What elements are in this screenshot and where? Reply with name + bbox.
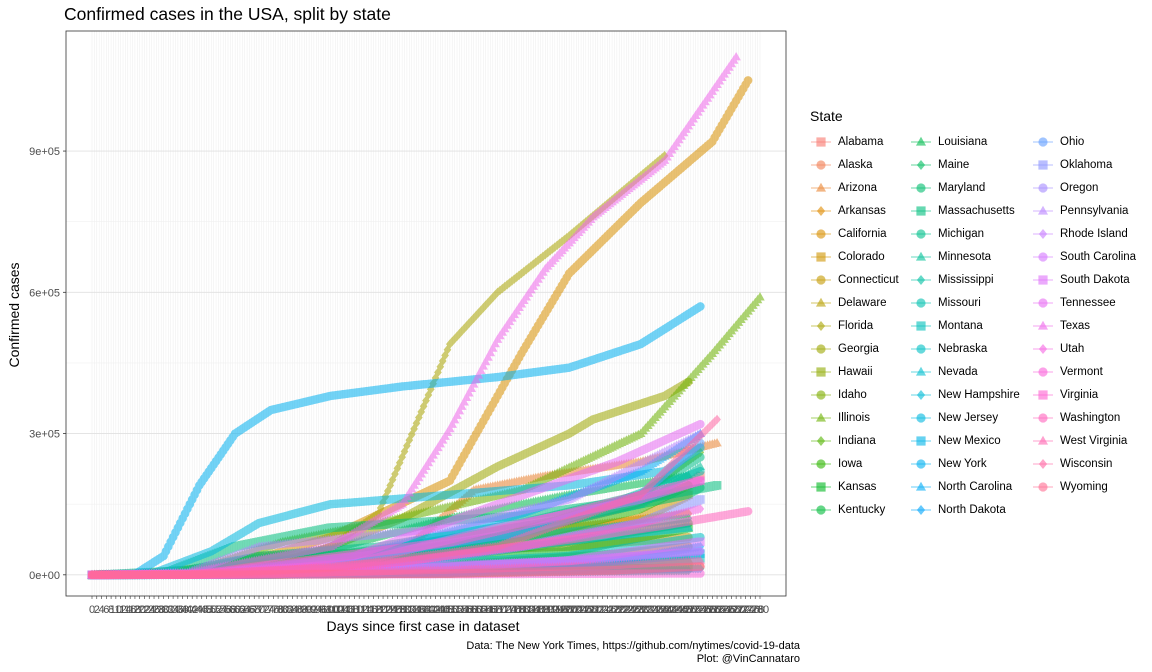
data-point [376,503,385,513]
data-point [548,244,557,254]
data-point [414,412,423,423]
data-point [541,249,550,260]
data-point [500,281,509,292]
data-point [479,303,488,313]
data-point [505,278,514,288]
data-point [403,441,411,451]
data-point [543,248,552,258]
data-point [572,225,581,235]
data-point [560,234,569,245]
data-point [529,259,538,269]
data-point [474,308,483,318]
data-point [443,345,452,355]
data-points [87,51,765,580]
data-point [407,429,416,440]
data-point [696,471,705,481]
data-point [539,251,547,262]
data-point [536,253,545,264]
data-point [755,292,765,301]
data-point [712,438,722,447]
data-point [503,280,511,290]
chart-title: Confirmed cases in the USA, split by sta… [64,4,391,24]
data-point [453,331,461,342]
data-point [531,257,540,267]
data-point [743,76,753,85]
data-point [462,321,471,331]
data-point [391,469,399,479]
data-point [426,384,435,395]
data-point [510,274,519,284]
data-point [491,290,500,300]
data-point [488,292,497,303]
data-point [405,435,414,445]
data-point [508,276,516,286]
data-point [395,458,404,468]
data-point [465,318,473,329]
data-point [550,242,559,252]
data-point [546,246,554,256]
data-point [393,463,402,474]
data-point [434,367,442,378]
data-point [419,401,428,411]
data-point [441,350,449,361]
data-point [496,285,504,296]
data-point [383,486,392,496]
data-point [460,323,469,334]
data-point [438,356,447,366]
data-point [417,407,426,417]
data-point [527,261,535,271]
data-point [469,313,478,323]
